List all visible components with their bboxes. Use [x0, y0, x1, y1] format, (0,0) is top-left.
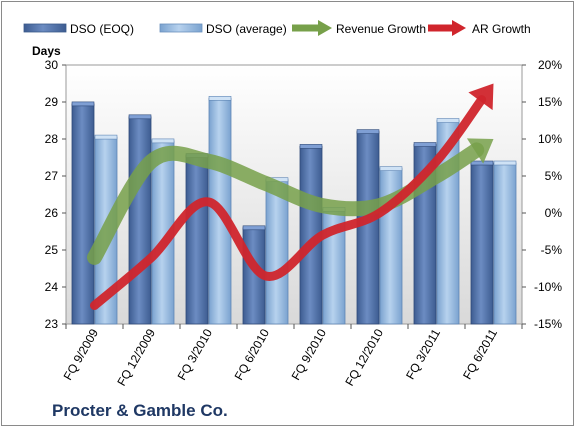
y-right-tick-label: 5%: [545, 169, 563, 183]
y-right-tick-label: -5%: [541, 243, 563, 257]
y-right-tick-label: 20%: [538, 58, 562, 72]
y-right-tick-label: -10%: [534, 280, 562, 294]
y-right-tick-label: -15%: [534, 317, 562, 331]
bar-dso-eoq: [356, 131, 380, 325]
y-left-tick-label: 28: [45, 132, 59, 146]
legend-swatch-dso-eoq: [23, 23, 67, 33]
bar-dso-eoq: [470, 162, 494, 325]
y-left-tick-label: 26: [45, 206, 59, 220]
series-arrowhead-ar-growth: [468, 83, 494, 111]
y-axis-title: Days: [32, 44, 61, 58]
legend-label-ar-growth: AR Growth: [472, 22, 531, 36]
x-tick-label: FQ 9/2009: [61, 326, 102, 382]
bar-cap: [242, 225, 266, 231]
y-right-tick-label: 10%: [538, 132, 562, 146]
bar-cap: [436, 118, 460, 123]
y-left-tick-label: 27: [45, 169, 59, 183]
legend-swatch-dso-average: [159, 23, 203, 33]
bar-cap: [413, 142, 437, 147]
x-tick-label: FQ 3/2010: [175, 326, 216, 382]
y-left-tick-label: 23: [45, 317, 59, 331]
y-left-tick-label: 25: [45, 243, 59, 257]
y-left-tick-label: 29: [45, 95, 59, 109]
bar-cap: [71, 101, 95, 107]
legend-arrow-ar-growth: [428, 20, 466, 36]
bar-cap: [151, 138, 175, 144]
x-tick-label: FQ 9/2010: [289, 326, 330, 382]
bar-dso-eoq: [71, 103, 95, 325]
bar-cap: [356, 129, 380, 134]
bar-cap: [299, 144, 323, 149]
legend-arrow-revenue-growth: [292, 20, 332, 36]
x-tick-label: FQ 12/2010: [342, 326, 386, 388]
bar-dso-average: [493, 162, 517, 325]
bar-cap: [493, 160, 517, 166]
y-left-tick-label: 24: [45, 280, 59, 294]
bar-dso-average: [265, 179, 289, 325]
chart-title: Procter & Gamble Co.: [52, 401, 228, 420]
bar-cap: [94, 134, 118, 140]
series-arrowhead-revenue-growth: [466, 138, 494, 164]
y-right-tick-label: 15%: [538, 95, 562, 109]
bar-cap: [379, 166, 403, 171]
legend-label-dso-eoq: DSO (EOQ): [70, 22, 134, 36]
legend-label-dso-average: DSO (average): [206, 22, 287, 36]
bar-dso-eoq: [185, 155, 209, 325]
legend: DSO (EOQ) DSO (average) Revenue Growth A…: [23, 20, 531, 36]
x-tick-label: FQ 3/2011: [403, 326, 443, 382]
bar-dso-eoq: [128, 116, 152, 325]
bar-cap: [208, 96, 232, 101]
x-tick-label: FQ 6/2010: [232, 326, 273, 382]
series-line-revenue-growth: [87, 142, 485, 265]
x-tick-label: FQ 12/2009: [114, 326, 158, 388]
y-left-tick-label: 30: [45, 58, 59, 72]
series-line-ar-growth: [90, 95, 487, 310]
x-tick-label: FQ 6/2011: [460, 326, 500, 382]
bar-cap: [128, 114, 152, 120]
bars-layer: [71, 96, 517, 325]
y-right-tick-label: 0%: [545, 206, 563, 220]
lines-layer: [87, 83, 494, 310]
legend-label-revenue-growth: Revenue Growth: [336, 22, 426, 36]
